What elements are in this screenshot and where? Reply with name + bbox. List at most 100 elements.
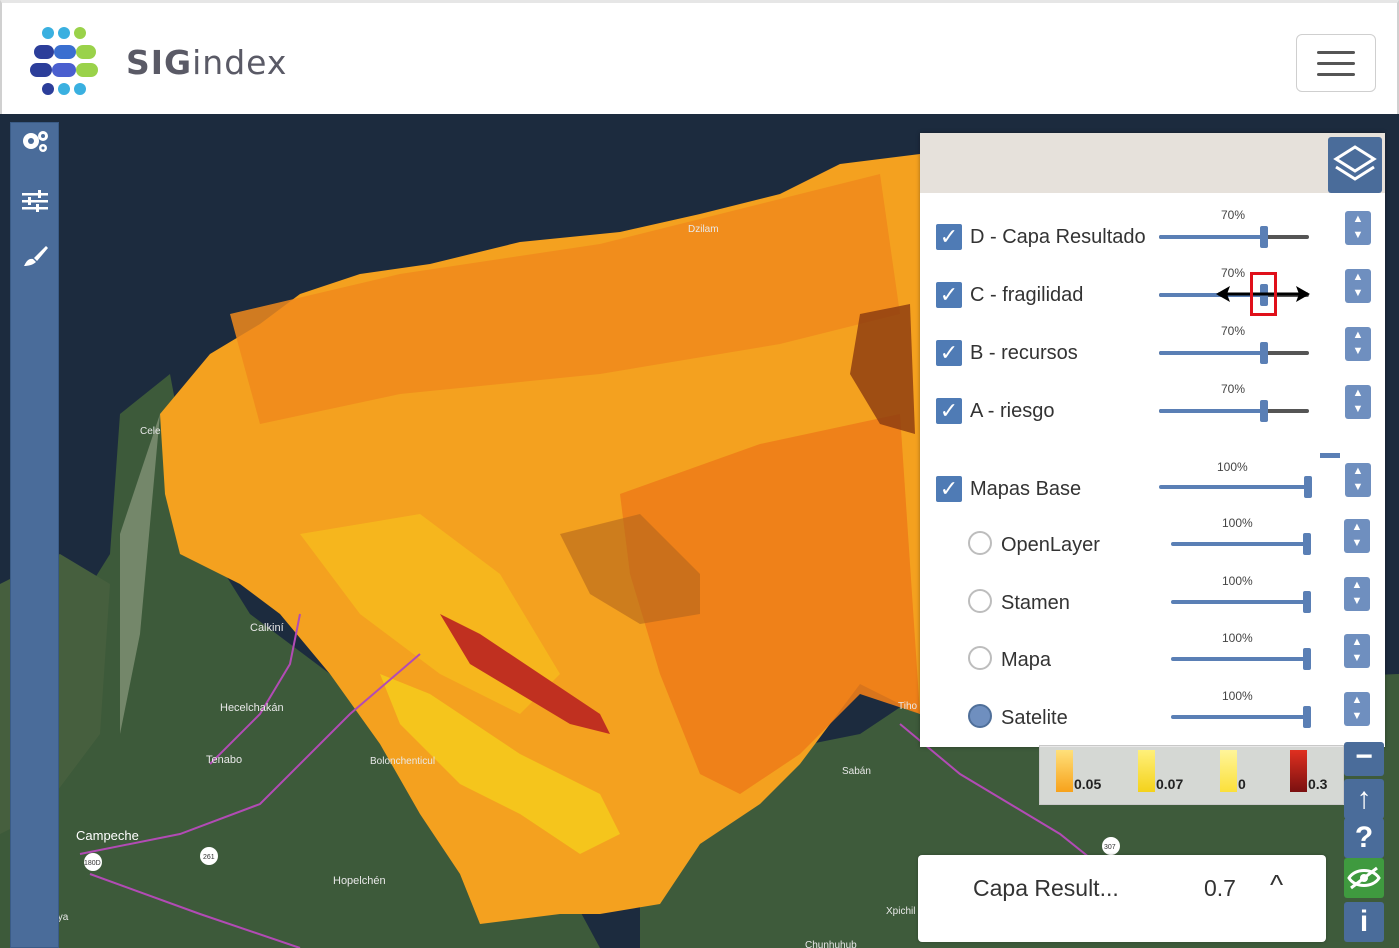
paint-brush-icon[interactable] bbox=[15, 241, 55, 281]
layer-d-label: D - Capa Resultado bbox=[970, 226, 1146, 248]
layer-row-c: ✓ C - fragilidad 70% ▲ ▼ bbox=[920, 266, 1385, 321]
layer-a-checkbox[interactable]: ✓ bbox=[936, 398, 962, 424]
basemap-mapa-order-button[interactable]: ▲ ▼ bbox=[1344, 634, 1370, 668]
map-label-hecelchakan: Hecelchakán bbox=[220, 702, 284, 714]
legend-value: 0.05 bbox=[1074, 776, 1102, 792]
layer-a-order-button[interactable]: ▲ ▼ bbox=[1345, 385, 1371, 419]
legend-value: 0.07 bbox=[1156, 776, 1184, 792]
basemap-satelite-thumb[interactable] bbox=[1303, 706, 1311, 728]
layer-b-opacity-label: 70% bbox=[1221, 324, 1246, 338]
drag-arrows-icon bbox=[1216, 286, 1310, 302]
settings-icon[interactable] bbox=[15, 125, 55, 165]
hamburger-line bbox=[1317, 51, 1355, 54]
basemap-mapa-label: Mapa bbox=[1001, 649, 1052, 671]
layer-b-label: B - recursos bbox=[970, 342, 1078, 364]
svg-text:180D: 180D bbox=[84, 860, 101, 867]
layer-a-slider-thumb[interactable] bbox=[1260, 400, 1268, 422]
layer-row-d: ✓ D - Capa Resultado 70% ▲ ▼ bbox=[920, 208, 1385, 263]
svg-text:261: 261 bbox=[203, 854, 215, 861]
layers-icon bbox=[1333, 145, 1377, 181]
map-label-celestun: Cele bbox=[140, 426, 161, 437]
legend-swatch bbox=[1056, 750, 1073, 792]
legend-swatch bbox=[1138, 750, 1155, 792]
layer-b-opacity-slider[interactable] bbox=[1159, 351, 1309, 355]
legend-swatch bbox=[1290, 750, 1307, 792]
basemap-row-openlayer: OpenLayer 100% ▲ ▼ bbox=[920, 516, 1385, 571]
hamburger-line bbox=[1317, 73, 1355, 76]
svg-text:307: 307 bbox=[1104, 844, 1116, 851]
drag-highlight-box bbox=[1250, 272, 1277, 316]
basemap-openlayer-thumb[interactable] bbox=[1303, 533, 1311, 555]
result-value: 0.7 bbox=[1204, 875, 1236, 901]
arrow-up-icon[interactable]: ↑ bbox=[1344, 779, 1384, 819]
layer-d-slider-thumb[interactable] bbox=[1260, 226, 1268, 248]
layer-b-slider-thumb[interactable] bbox=[1260, 342, 1268, 364]
road-shield-261: 261 bbox=[200, 847, 218, 865]
map-label-hopelchen: Hopelchén bbox=[333, 875, 386, 887]
eye-off-icon[interactable] bbox=[1344, 858, 1384, 898]
basemap-satelite-slider[interactable] bbox=[1171, 715, 1309, 719]
info-icon[interactable]: i bbox=[1344, 902, 1384, 942]
basemap-satelite-order-button[interactable]: ▲ ▼ bbox=[1344, 692, 1370, 726]
base-maps-slider-thumb[interactable] bbox=[1304, 476, 1312, 498]
legend-swatch bbox=[1220, 750, 1237, 792]
layer-d-checkbox[interactable]: ✓ bbox=[936, 224, 962, 250]
map-label-xpichil: Xpichil bbox=[886, 906, 915, 917]
layer-c-order-button[interactable]: ▲ ▼ bbox=[1345, 269, 1371, 303]
collapse-base-group-icon[interactable] bbox=[1320, 453, 1340, 458]
basemap-stamen-label: Stamen bbox=[1001, 592, 1070, 614]
result-card[interactable]: Capa Result... 0.7 ^ bbox=[918, 855, 1326, 942]
layer-d-opacity-slider[interactable] bbox=[1159, 235, 1309, 239]
base-maps-checkbox[interactable]: ✓ bbox=[936, 476, 962, 502]
brand-bold: SIG bbox=[126, 43, 193, 82]
basemap-stamen-radio[interactable] bbox=[968, 589, 992, 613]
layers-panel: ✓ D - Capa Resultado 70% ▲ ▼ ✓ C - fragil… bbox=[920, 133, 1385, 747]
minus-icon[interactable]: − bbox=[1344, 742, 1384, 776]
brand-title: SIGindex bbox=[126, 43, 287, 82]
map-label-bolonchen: Bolonchenticul bbox=[370, 756, 435, 767]
layer-a-opacity-slider[interactable] bbox=[1159, 409, 1309, 413]
base-maps-label: Mapas Base bbox=[970, 478, 1082, 500]
app-header: SIGindex bbox=[0, 0, 1399, 114]
layers-panel-header bbox=[920, 133, 1385, 193]
basemap-row-stamen: Stamen 100% ▲ ▼ bbox=[920, 574, 1385, 629]
layer-b-order-button[interactable]: ▲ ▼ bbox=[1345, 327, 1371, 361]
map-label-tiho: Tiho bbox=[898, 701, 918, 712]
map-label-chunhuhub: Chunhuhub bbox=[805, 940, 857, 948]
map-label-dzilam: Dzilam bbox=[688, 224, 719, 235]
basemap-openlayer-opacity-label: 100% bbox=[1222, 516, 1253, 530]
basemap-openlayer-slider[interactable] bbox=[1171, 542, 1309, 546]
chevron-up-icon[interactable]: ^ bbox=[1270, 869, 1284, 900]
basemap-mapa-opacity-label: 100% bbox=[1222, 631, 1253, 645]
map-label-tenabo: Tenabo bbox=[206, 754, 242, 766]
basemap-mapa-thumb[interactable] bbox=[1303, 648, 1311, 670]
basemap-stamen-slider[interactable] bbox=[1171, 600, 1309, 604]
base-maps-opacity-label: 100% bbox=[1217, 460, 1248, 474]
basemap-row-satelite: Satelite 100% ▲ ▼ bbox=[920, 689, 1385, 744]
basemap-stamen-order-button[interactable]: ▲ ▼ bbox=[1344, 577, 1370, 611]
layer-a-opacity-label: 70% bbox=[1221, 382, 1246, 396]
menu-toggle-button[interactable] bbox=[1296, 34, 1376, 92]
basemap-stamen-thumb[interactable] bbox=[1303, 591, 1311, 613]
hamburger-line bbox=[1317, 62, 1355, 65]
layers-toggle-button[interactable] bbox=[1328, 137, 1382, 193]
sliders-icon[interactable] bbox=[15, 183, 55, 223]
base-maps-opacity-slider[interactable] bbox=[1159, 485, 1309, 489]
basemap-openlayer-radio[interactable] bbox=[968, 531, 992, 555]
basemap-openlayer-order-button[interactable]: ▲ ▼ bbox=[1344, 519, 1370, 553]
layer-d-opacity-label: 70% bbox=[1221, 208, 1246, 222]
layer-b-checkbox[interactable]: ✓ bbox=[936, 340, 962, 366]
map-label-saban: Sabán bbox=[842, 766, 871, 777]
siginex-logo-icon bbox=[30, 27, 98, 95]
basemap-stamen-opacity-label: 100% bbox=[1222, 574, 1253, 588]
basemap-openlayer-label: OpenLayer bbox=[1001, 534, 1100, 556]
basemap-satelite-opacity-label: 100% bbox=[1222, 689, 1253, 703]
layer-d-order-button[interactable]: ▲ ▼ bbox=[1345, 211, 1371, 245]
result-layer-name: Capa Result... bbox=[973, 875, 1119, 901]
layer-c-checkbox[interactable]: ✓ bbox=[936, 282, 962, 308]
help-icon[interactable]: ? bbox=[1344, 818, 1384, 858]
basemap-mapa-slider[interactable] bbox=[1171, 657, 1309, 661]
basemap-mapa-radio[interactable] bbox=[968, 646, 992, 670]
base-maps-order-button[interactable]: ▲ ▼ bbox=[1345, 463, 1371, 497]
basemap-satelite-radio[interactable] bbox=[968, 704, 992, 728]
